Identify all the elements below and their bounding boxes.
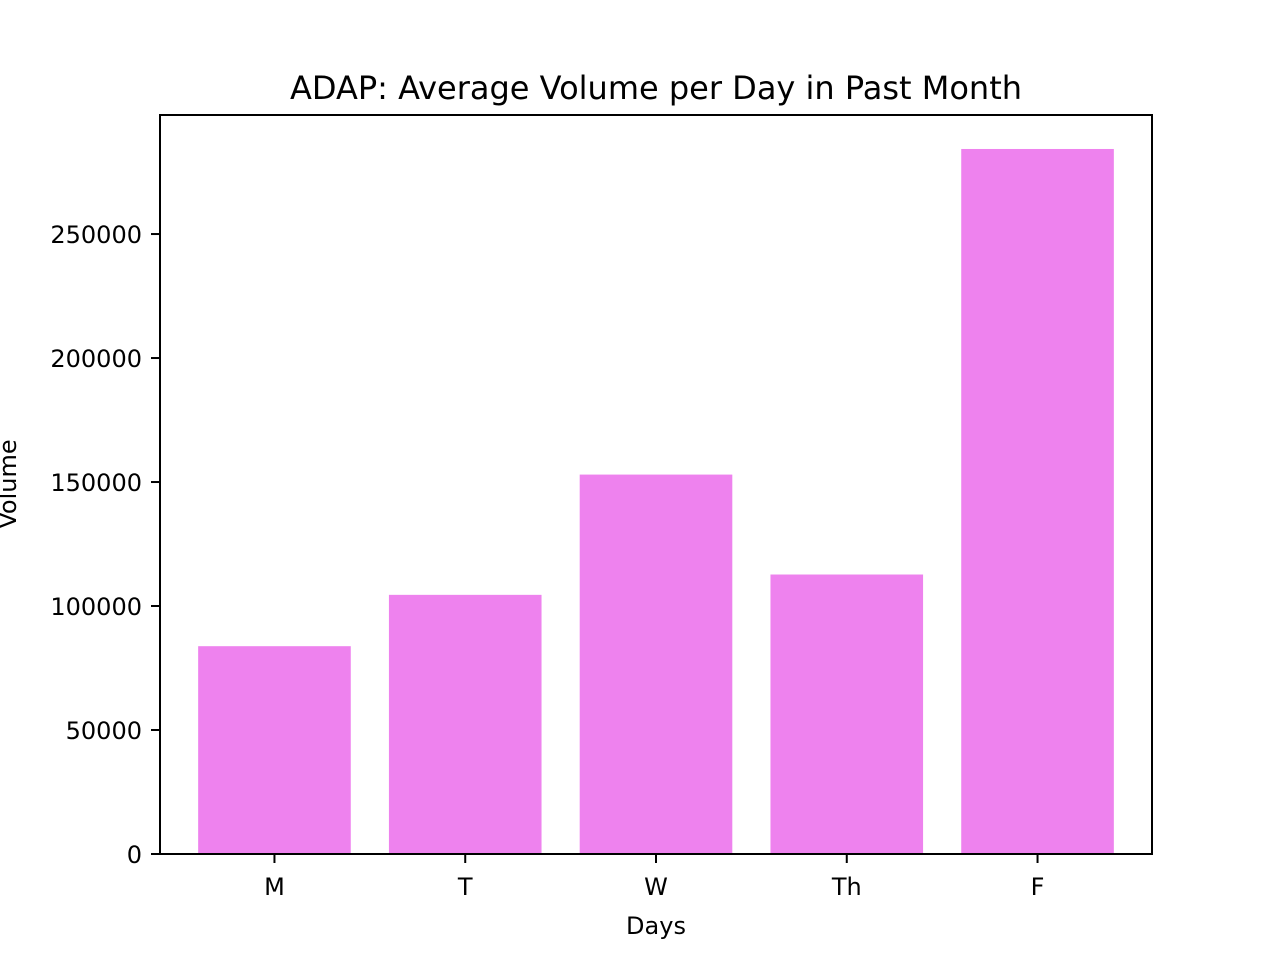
x-tick-label: M <box>264 873 285 901</box>
bar-m <box>198 646 351 854</box>
y-axis-label: Volume <box>0 439 22 528</box>
chart-title: ADAP: Average Volume per Day in Past Mon… <box>290 69 1022 107</box>
bar-f <box>961 148 1114 854</box>
x-tick-label: T <box>457 873 473 901</box>
y-tick-label: 100000 <box>50 593 142 621</box>
bar-w <box>579 474 733 854</box>
x-axis-ticks: M T W Th F <box>264 854 1044 901</box>
bars-group <box>198 148 1114 854</box>
y-tick-label: 0 <box>127 841 142 869</box>
x-tick-label: W <box>644 873 668 901</box>
bar-t <box>388 594 542 854</box>
y-tick-label: 200000 <box>50 345 142 373</box>
y-tick-label: 250000 <box>50 221 142 249</box>
x-axis-label: Days <box>626 912 686 940</box>
x-tick-label: F <box>1031 873 1045 901</box>
y-tick-label: 150000 <box>50 469 142 497</box>
y-tick-label: 50000 <box>66 717 142 745</box>
plot-frame <box>159 114 1153 855</box>
bar-th <box>770 574 924 854</box>
x-tick-label: Th <box>831 873 862 901</box>
y-axis-ticks: 0 50000 100000 150000 200000 250000 <box>50 221 160 869</box>
